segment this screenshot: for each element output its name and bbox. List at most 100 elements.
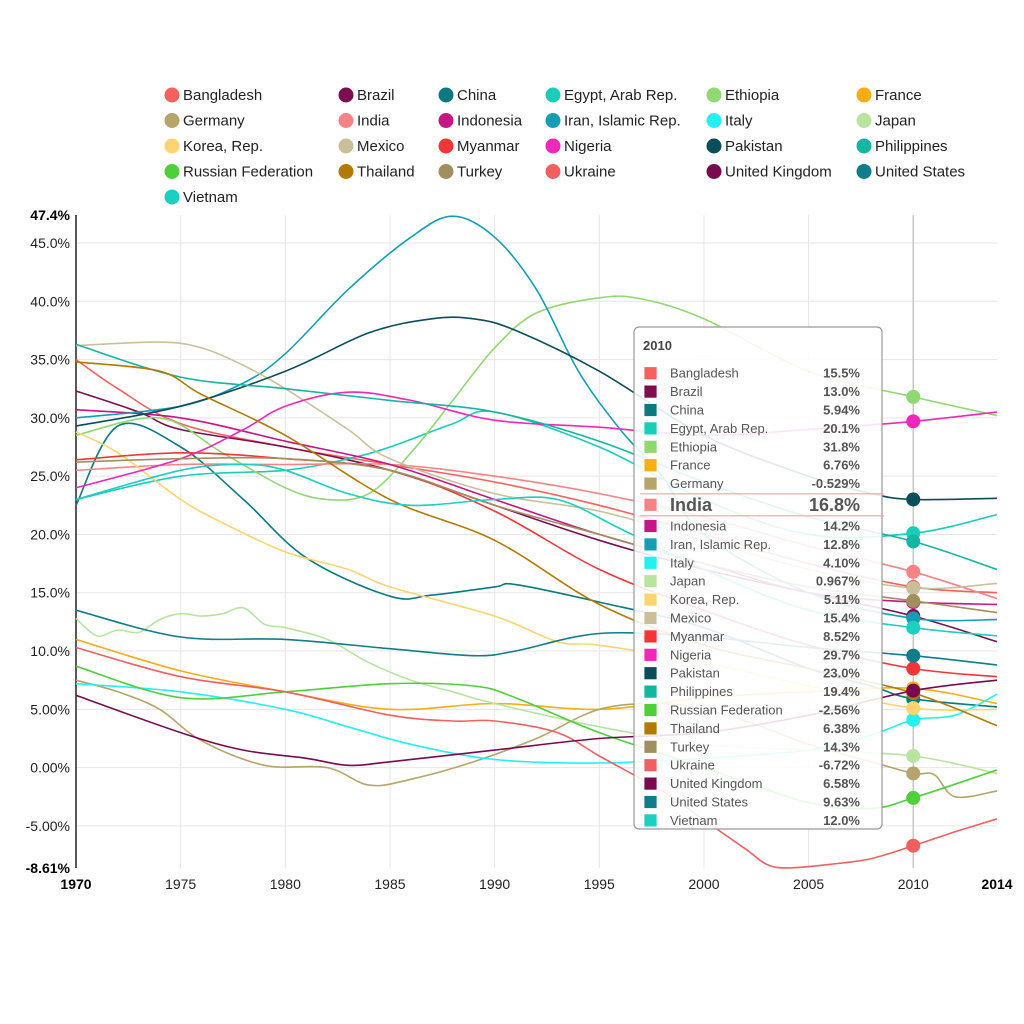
cursor-marker-germany[interactable] <box>906 766 921 781</box>
x-tick-label: 1995 <box>584 876 615 892</box>
tooltip-swatch <box>643 721 658 736</box>
series-line-italy[interactable] <box>75 682 998 764</box>
tooltip-box <box>633 326 883 830</box>
legend-label: Egypt, Arab Rep. <box>564 87 677 104</box>
legend-swatch <box>856 138 872 154</box>
legend-item-philippines[interactable]: Philippines <box>856 138 948 155</box>
legend-label: Ukraine <box>564 164 616 181</box>
cursor-marker-india[interactable] <box>906 564 921 579</box>
cursor-marker-mexico[interactable] <box>906 581 921 596</box>
tooltip-value: 12.8% <box>823 537 860 552</box>
tooltip-swatch <box>643 703 658 717</box>
cursor-marker-vietnam[interactable] <box>906 620 921 635</box>
legend-item-germany[interactable]: Germany <box>164 113 246 130</box>
tooltip-row-russian-federation: Russian Federation -2.56% <box>643 703 860 718</box>
tooltip-row-japan: Japan 0.967% <box>643 574 861 589</box>
tooltip-swatch <box>643 611 658 625</box>
legend-item-united-kingdom[interactable]: United Kingdom <box>706 164 832 181</box>
legend-item-indonesia[interactable]: Indonesia <box>438 113 523 130</box>
y-axis: -5.00% 0.00% 5.00% 10.0% 15.0% 20.0% 25.0% 30.0… <box>26 207 77 876</box>
legend-item-japan[interactable]: Japan <box>856 113 916 130</box>
legend-swatch <box>545 164 561 179</box>
tooltip-row-vietnam: Vietnam 12.0% <box>643 813 860 828</box>
x-max-label: 2014 <box>981 876 1012 892</box>
legend-item-myanmar[interactable]: Myanmar <box>438 138 520 155</box>
tooltip-row-united-states: United States 9.63% <box>643 795 860 810</box>
legend-item-russian-federation[interactable]: Russian Federation <box>164 164 314 181</box>
cursor-marker-ethiopia[interactable] <box>906 389 921 404</box>
legend-item-iran-islamic-rep[interactable]: Iran, Islamic Rep. <box>545 113 681 130</box>
tooltip-row-indonesia: Indonesia 14.2% <box>643 519 860 534</box>
legend-swatch <box>164 189 180 205</box>
legend-label: China <box>457 87 497 104</box>
tooltip-swatch <box>643 813 658 828</box>
cursor-marker-nigeria[interactable] <box>906 414 921 429</box>
y-tick-label: 5.00% <box>30 701 70 717</box>
legend-swatch <box>545 138 561 154</box>
legend-item-vietnam[interactable]: Vietnam <box>164 189 238 206</box>
cursor-marker-philippines[interactable] <box>906 534 921 549</box>
legend-swatch <box>164 113 180 128</box>
x-tick-label: 2000 <box>688 876 719 892</box>
cursor-marker-korea-rep[interactable] <box>906 701 921 716</box>
tooltip-name: India <box>670 495 713 515</box>
cursor-marker-myanmar[interactable] <box>906 661 921 676</box>
legend-item-bangladesh[interactable]: Bangladesh <box>164 87 263 104</box>
tooltip-value: 12.0% <box>823 813 860 828</box>
tooltip-name: United Kingdom <box>670 776 763 791</box>
cursor-marker-japan[interactable] <box>906 748 921 763</box>
cursor-marker-russian-federation[interactable] <box>906 790 921 805</box>
legend-label: Indonesia <box>457 113 523 130</box>
legend-item-pakistan[interactable]: Pakistan <box>706 138 783 155</box>
cursor-marker-ukraine[interactable] <box>906 838 921 853</box>
tooltip-swatch <box>643 439 658 454</box>
legend-label: Korea, Rep. <box>183 138 263 155</box>
legend-label: Turkey <box>457 164 503 181</box>
legend-swatch <box>438 87 454 103</box>
tooltip-name: Thailand <box>670 721 720 736</box>
legend-label: United States <box>875 164 965 181</box>
legend-item-thailand[interactable]: Thailand <box>338 164 415 181</box>
legend-label: Thailand <box>357 164 415 181</box>
cursor-marker-united-kingdom[interactable] <box>906 683 921 698</box>
legend-item-brazil[interactable]: Brazil <box>338 87 395 104</box>
cursor-marker-turkey[interactable] <box>906 593 921 608</box>
legend-item-china[interactable]: China <box>438 87 497 104</box>
tooltip-row-india: India 16.8% <box>640 493 884 517</box>
tooltip-value: 15.4% <box>823 611 860 626</box>
tooltip-name: China <box>670 403 705 418</box>
legend-item-italy[interactable]: Italy <box>706 113 754 130</box>
legend-item-united-states[interactable]: United States <box>856 164 966 181</box>
legend-item-turkey[interactable]: Turkey <box>438 164 503 181</box>
cursor-marker-italy[interactable] <box>906 712 921 727</box>
legend-label: United Kingdom <box>725 164 832 181</box>
x-tick-label: 1985 <box>374 876 405 892</box>
tooltip-name: France <box>670 458 710 473</box>
cursor-marker-pakistan[interactable] <box>906 492 921 507</box>
x-tick-label: 1980 <box>270 876 301 892</box>
tooltip-name: Iran, Islamic Rep. <box>670 537 771 552</box>
cursor-marker-united-states[interactable] <box>906 648 921 663</box>
x-axis: 1975 1980 1985 1990 1995 2000 2005 2010 1970 2014 <box>60 876 1012 892</box>
legend-item-ethiopia[interactable]: Ethiopia <box>706 87 780 104</box>
legend-label: Vietnam <box>183 189 238 206</box>
y-tick-label: 30.0% <box>30 410 70 426</box>
legend-item-ukraine[interactable]: Ukraine <box>545 164 616 181</box>
legend-label: Myanmar <box>457 138 520 155</box>
y-max-label: 47.4% <box>30 207 70 223</box>
y-tick-label: 40.0% <box>30 293 70 309</box>
tooltip-name: Korea, Rep. <box>670 592 739 607</box>
tooltip-value: 29.7% <box>823 647 860 662</box>
legend-item-india[interactable]: India <box>338 113 391 130</box>
tooltip-name: Brazil <box>670 384 703 399</box>
tooltip-value: 0.967% <box>816 574 861 589</box>
legend-item-egypt-arab-rep[interactable]: Egypt, Arab Rep. <box>545 87 678 104</box>
legend-item-nigeria[interactable]: Nigeria <box>545 138 613 155</box>
legend-swatch <box>856 87 872 103</box>
legend-item-france[interactable]: France <box>856 87 922 104</box>
legend-item-mexico[interactable]: Mexico <box>338 138 405 155</box>
series-line-germany[interactable] <box>75 679 998 799</box>
legend-item-korea-rep[interactable]: Korea, Rep. <box>164 138 264 155</box>
tooltip-value: 8.52% <box>823 629 860 644</box>
tooltip-value: 14.3% <box>823 739 860 754</box>
